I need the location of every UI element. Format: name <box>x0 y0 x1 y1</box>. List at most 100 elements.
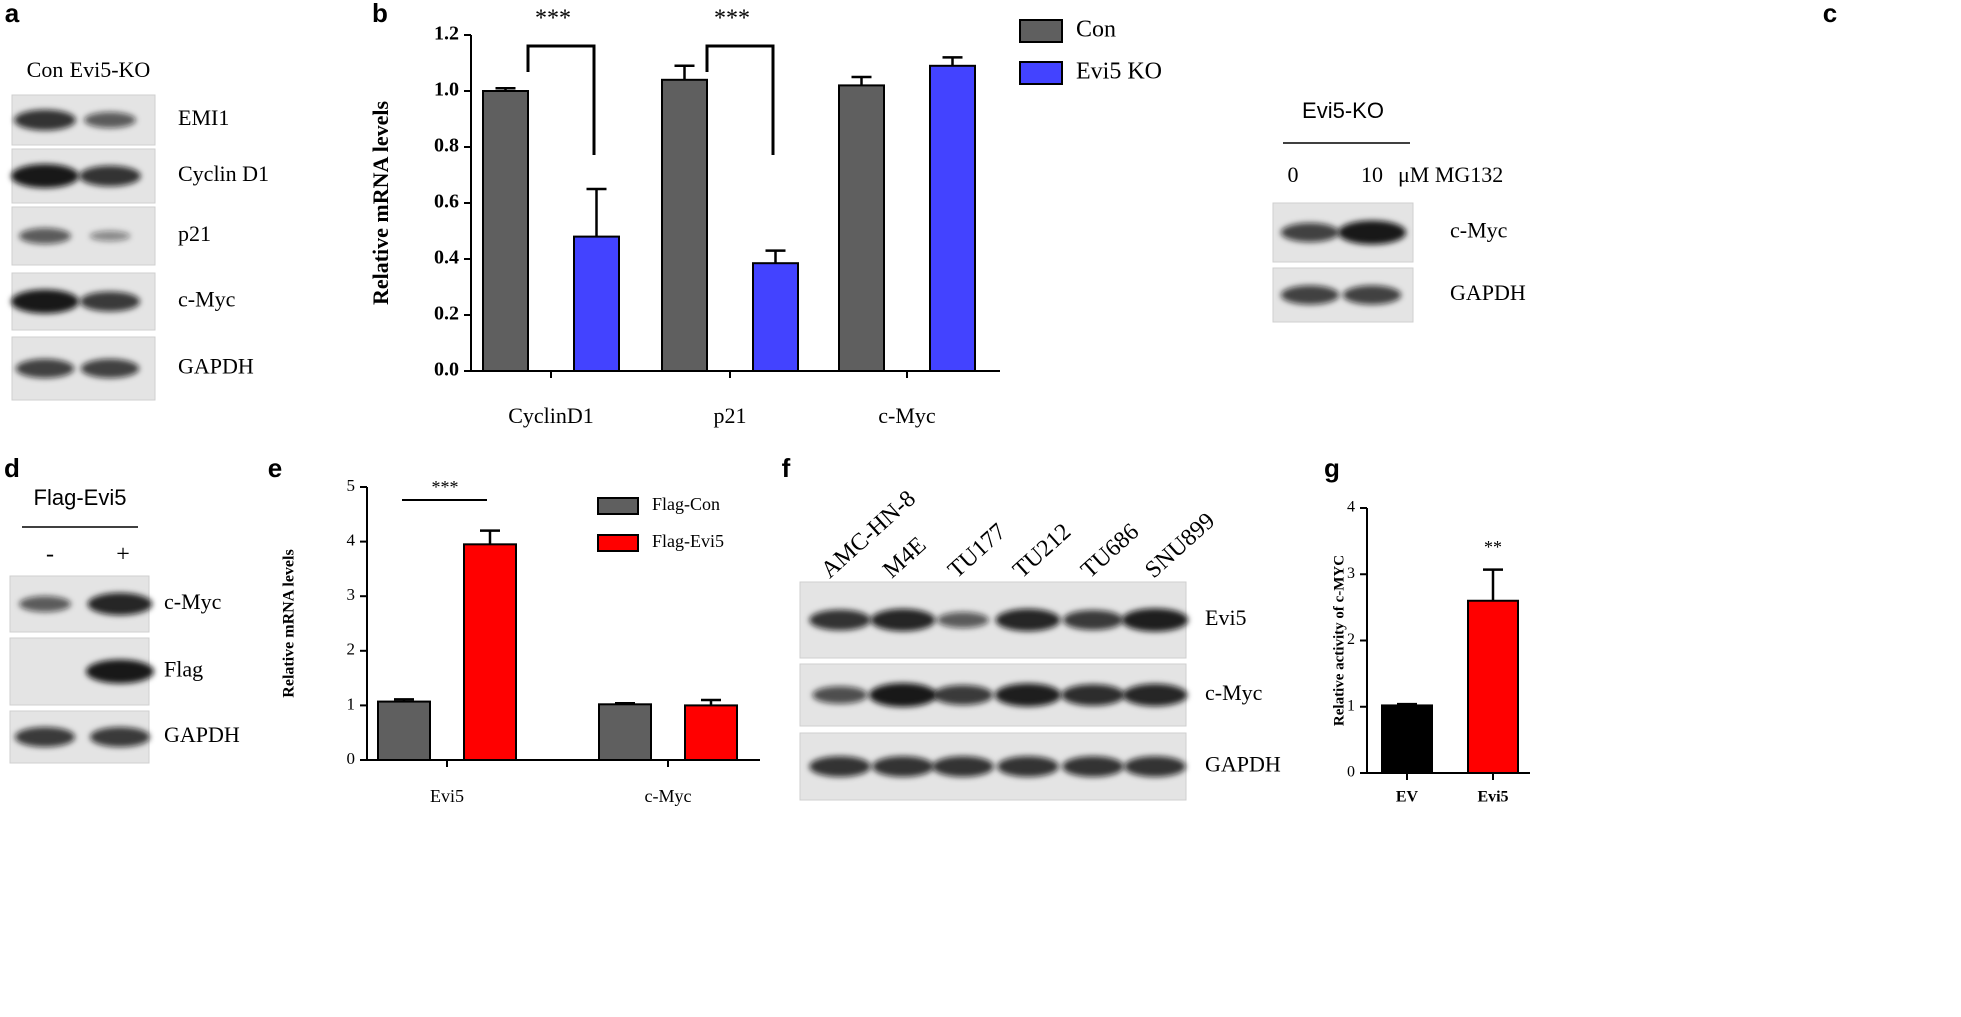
band <box>1342 285 1402 305</box>
legend-swatch <box>1019 19 1063 43</box>
panel-letter: b <box>372 0 388 28</box>
legend-label: Con <box>1076 17 1116 43</box>
y-tick-label: 0.0 <box>434 359 459 381</box>
band-label: Evi5 <box>1205 605 1247 630</box>
y-axis-label: Relative mRNA levels <box>281 549 298 697</box>
y-tick-label: 0 <box>1347 764 1355 781</box>
band <box>80 291 140 312</box>
bar <box>752 262 799 373</box>
significance: *** <box>535 6 571 32</box>
lane-label: Con <box>27 57 64 82</box>
band <box>937 612 989 628</box>
bar <box>661 78 708 373</box>
band <box>994 683 1062 707</box>
significance: ** <box>1484 537 1502 557</box>
band <box>1061 684 1125 706</box>
y-tick-label: 1.2 <box>434 23 459 45</box>
panel-letter: a <box>5 0 20 28</box>
band <box>90 727 150 747</box>
band-label: Cyclin D1 <box>178 161 269 186</box>
lane-label: Evi5-KO <box>70 57 151 82</box>
y-tick-label: 0.6 <box>434 191 459 213</box>
band <box>80 358 140 379</box>
legend-label: Evi5 KO <box>1076 59 1162 85</box>
lane-unit: μM MG132 <box>1398 162 1503 187</box>
bar <box>1467 599 1519 774</box>
band <box>1122 683 1188 707</box>
x-tick-label: CyclinD1 <box>508 403 594 428</box>
band <box>1121 608 1189 632</box>
bar <box>929 64 976 373</box>
band <box>89 230 131 242</box>
band-label: c-Myc <box>1450 218 1508 243</box>
y-tick-label: 4 <box>347 531 356 550</box>
bar <box>838 84 885 373</box>
band <box>14 109 76 131</box>
y-tick-label: 0.4 <box>434 247 459 269</box>
band <box>870 608 936 632</box>
significance-bracket <box>705 44 775 155</box>
significance: *** <box>714 6 750 32</box>
band <box>869 683 937 707</box>
band-label: GAPDH <box>164 722 240 747</box>
band-label: GAPDH <box>1450 280 1526 305</box>
y-tick-label: 3 <box>347 585 356 604</box>
legend-swatch <box>597 497 639 515</box>
band <box>809 609 871 631</box>
band-label: GAPDH <box>178 354 254 379</box>
band-label: p21 <box>178 221 211 246</box>
bar <box>598 703 652 761</box>
legend-label: Flag-Evi5 <box>652 531 724 551</box>
band <box>997 756 1059 777</box>
y-axis-label: Relative activity of c-MYC <box>1331 555 1347 726</box>
panel-letter: g <box>1324 453 1340 483</box>
y-tick-label: 1.0 <box>434 79 459 101</box>
bar <box>377 700 431 762</box>
band <box>812 686 868 704</box>
band <box>86 659 154 684</box>
band-label: c-Myc <box>178 287 236 312</box>
band <box>79 165 141 187</box>
blot-header: Flag-Evi5 <box>34 485 127 510</box>
band <box>1280 222 1340 243</box>
band <box>1063 610 1123 630</box>
bar <box>573 235 620 372</box>
legend-swatch <box>597 534 639 552</box>
bar <box>463 543 517 762</box>
x-tick-label: p21 <box>714 403 747 428</box>
panel-letter: c <box>1823 0 1837 28</box>
x-tick-label: Evi5 <box>430 786 464 806</box>
x-tick-label: Evi5 <box>1477 789 1508 806</box>
lane-label: 10 <box>1361 162 1383 187</box>
x-tick-label: c-Myc <box>878 403 936 428</box>
legend-label: Flag-Con <box>652 494 720 514</box>
band <box>1062 756 1124 777</box>
band <box>19 596 71 612</box>
bar <box>1381 704 1433 774</box>
panel-letter: d <box>4 453 20 483</box>
y-tick-label: 0.8 <box>434 135 459 157</box>
band <box>84 112 136 128</box>
blot-header: Evi5-KO <box>1302 98 1384 123</box>
band-label: Flag <box>164 657 203 682</box>
legend-swatch <box>1019 61 1063 85</box>
significance: *** <box>432 477 459 497</box>
band <box>11 289 79 314</box>
y-tick-label: 3 <box>1347 565 1355 582</box>
y-tick-label: 1 <box>1347 697 1355 714</box>
y-tick-label: 0 <box>347 749 356 768</box>
x-tick-label: EV <box>1396 789 1419 806</box>
band-label: c-Myc <box>1205 680 1263 705</box>
band <box>15 727 75 747</box>
y-tick-label: 1 <box>347 694 356 713</box>
x-tick-label: c-Myc <box>645 786 692 806</box>
band <box>15 358 75 379</box>
band-label: GAPDH <box>1205 752 1281 777</box>
band <box>1338 220 1406 245</box>
y-tick-label: 5 <box>347 476 356 495</box>
band <box>809 756 871 777</box>
y-axis-label: Relative mRNA levels <box>368 101 393 305</box>
y-tick-label: 2 <box>1347 631 1355 648</box>
y-tick-label: 2 <box>347 640 356 659</box>
band <box>1280 285 1340 305</box>
